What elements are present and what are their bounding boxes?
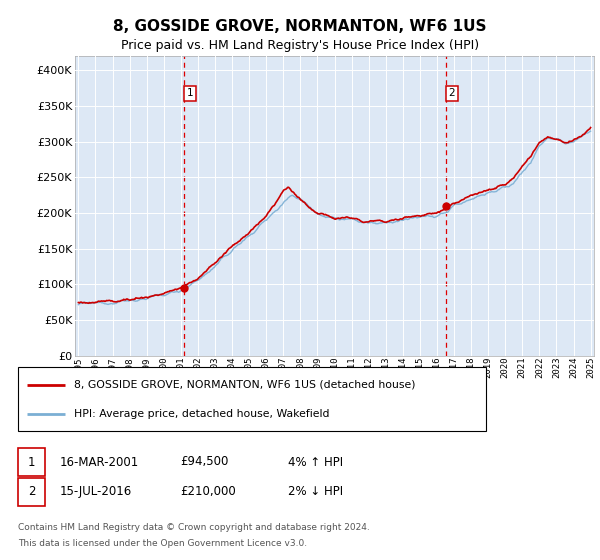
Text: £94,500: £94,500 [180,455,229,469]
Text: 2: 2 [449,88,455,99]
Text: This data is licensed under the Open Government Licence v3.0.: This data is licensed under the Open Gov… [18,539,307,548]
Text: 1: 1 [28,455,35,469]
FancyBboxPatch shape [18,367,486,431]
Text: 15-JUL-2016: 15-JUL-2016 [60,485,132,498]
Text: 1: 1 [187,88,194,99]
Text: 4% ↑ HPI: 4% ↑ HPI [288,455,343,469]
Text: Price paid vs. HM Land Registry's House Price Index (HPI): Price paid vs. HM Land Registry's House … [121,39,479,53]
Text: £210,000: £210,000 [180,485,236,498]
Text: 8, GOSSIDE GROVE, NORMANTON, WF6 1US (detached house): 8, GOSSIDE GROVE, NORMANTON, WF6 1US (de… [74,380,416,390]
Text: Contains HM Land Registry data © Crown copyright and database right 2024.: Contains HM Land Registry data © Crown c… [18,523,370,532]
Text: 2% ↓ HPI: 2% ↓ HPI [288,485,343,498]
Text: HPI: Average price, detached house, Wakefield: HPI: Average price, detached house, Wake… [74,409,329,419]
Text: 2: 2 [28,485,35,498]
Text: 16-MAR-2001: 16-MAR-2001 [60,455,139,469]
Text: 8, GOSSIDE GROVE, NORMANTON, WF6 1US: 8, GOSSIDE GROVE, NORMANTON, WF6 1US [113,20,487,34]
